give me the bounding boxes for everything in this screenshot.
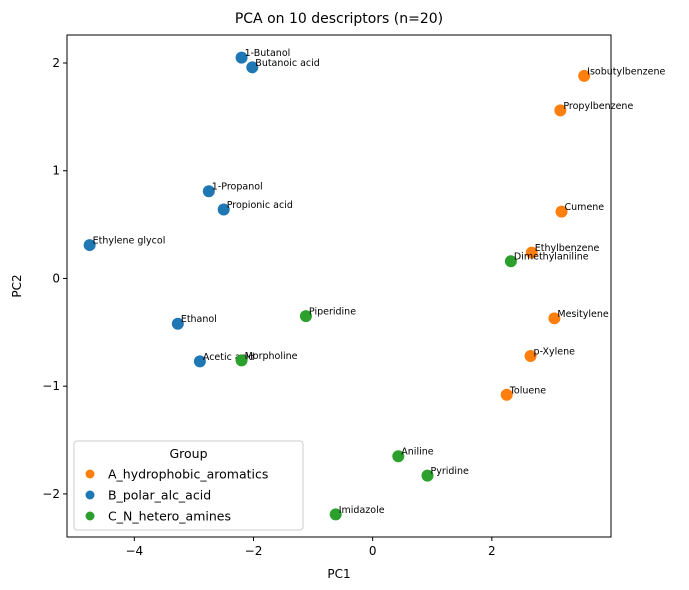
point-label: Piperidine [309, 307, 356, 318]
point-label: Acetic acid [203, 352, 255, 363]
data-point [504, 255, 517, 268]
point-label: Imidazole [339, 505, 385, 516]
point-label: Mesitylene [557, 309, 608, 320]
point-label: 1-Propanol [212, 182, 263, 193]
y-tick-label: 2 [52, 56, 60, 70]
point-label: 1-Butanol [245, 48, 291, 59]
data-point [329, 508, 342, 521]
legend-box [73, 440, 304, 531]
legend-title: Group [169, 446, 207, 461]
point-label: p-Xylene [534, 347, 576, 358]
y-tick-label: 0 [52, 271, 60, 285]
legend-marker [85, 469, 95, 479]
point-label: Morpholine [245, 351, 298, 362]
data-point [548, 312, 561, 325]
data-point [421, 469, 434, 482]
data-point [392, 450, 405, 463]
point-label: Isobutylbenzene [587, 66, 665, 77]
y-tick-label: −2 [42, 487, 60, 501]
legend-entry: C_N_hetero_amines [108, 509, 231, 524]
point-label: Pyridine [430, 466, 469, 477]
plot-area-frame [66, 34, 612, 538]
data-point [299, 310, 312, 323]
chart-title: PCA on 10 descriptors (n=20) [235, 11, 443, 27]
data-point [578, 69, 591, 82]
point-label: Ethylbenzene [535, 243, 600, 254]
point-label: Ethylene glycol [93, 236, 166, 247]
data-point [202, 185, 215, 198]
point-label: Toluene [509, 385, 547, 396]
data-point [525, 246, 538, 259]
data-point [524, 350, 537, 363]
point-label: Butanoic acid [255, 58, 320, 69]
x-tick-label: 2 [488, 544, 496, 558]
legend-marker [85, 490, 95, 500]
legend-marker [85, 511, 95, 521]
point-label: Dimethylaniline [514, 252, 589, 263]
point-label: Cumene [565, 202, 605, 213]
data-point [193, 355, 206, 368]
legend: Group A_hydrophobic_aromatics B_polar_alc_… [73, 440, 304, 531]
data-point [554, 104, 567, 117]
x-tick-label: −4 [125, 544, 143, 558]
data-point [83, 239, 96, 252]
data-point [171, 317, 184, 330]
point-label: Propionic acid [227, 200, 293, 211]
x-tick-label: −2 [245, 544, 263, 558]
x-tick-label: 0 [369, 544, 377, 558]
data-point [555, 205, 568, 218]
legend-entry: B_polar_alc_acid [108, 488, 211, 503]
data-point [500, 388, 513, 401]
data-point [246, 61, 259, 74]
legend-entry: A_hydrophobic_aromatics [108, 467, 268, 482]
x-axis-label: PC1 [327, 567, 350, 581]
data-point [217, 203, 230, 216]
data-point [235, 354, 248, 367]
y-tick-label: 1 [52, 164, 60, 178]
y-tick-label: −1 [42, 379, 60, 393]
y-axis-label: PC2 [10, 274, 24, 297]
point-label: Propylbenzene [563, 101, 633, 112]
data-point [235, 51, 248, 64]
point-label: Ethanol [181, 314, 217, 325]
point-label: Aniline [401, 447, 433, 458]
